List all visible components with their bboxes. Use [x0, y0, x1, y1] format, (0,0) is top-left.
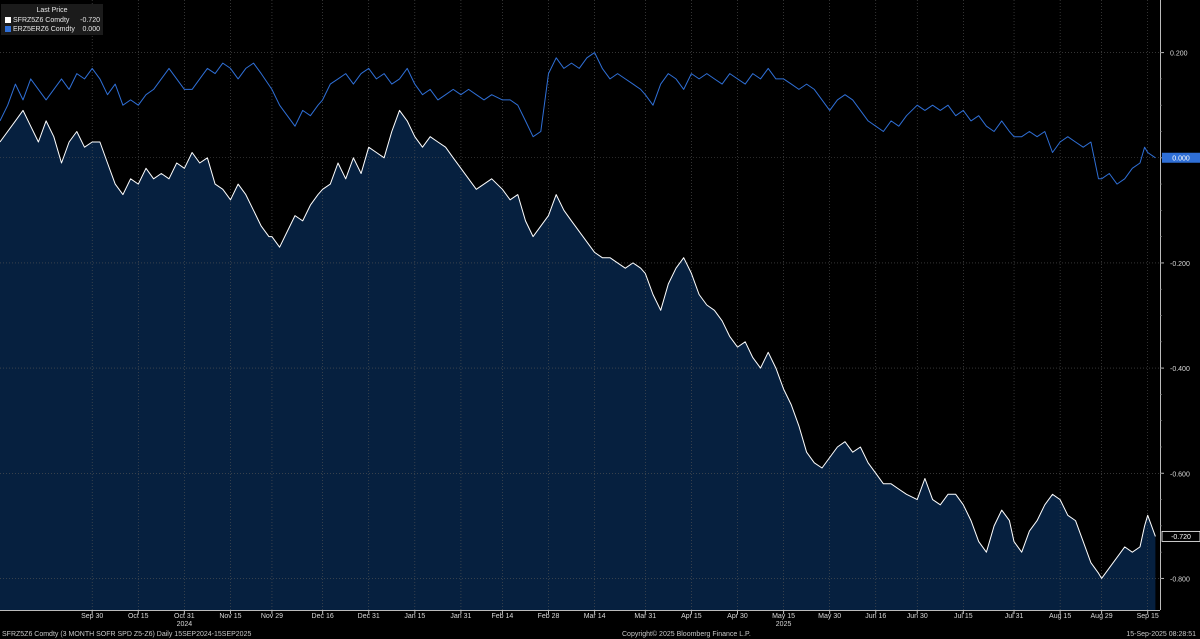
legend-swatch-er: [5, 26, 11, 32]
x-year-label-1: 2025: [776, 621, 792, 628]
x-tick-label-23: Sep 15: [1137, 613, 1159, 620]
x-tick-label-9: Feb 14: [492, 613, 514, 620]
x-tick-label-3: Nov 15: [219, 613, 241, 620]
x-tick-label-17: Jun 16: [865, 613, 886, 620]
x-tick-label-7: Jan 15: [404, 613, 425, 620]
legend-ticker-er: ERZ5ERZ6 Comdty: [13, 26, 75, 33]
series-line-sfr: [0, 109, 1156, 579]
x-tick-label-0: Sep 30: [81, 613, 103, 620]
y-tick-label-0: 0.200: [1170, 51, 1188, 58]
last-value-label-er: 0.000: [1172, 155, 1190, 162]
legend-swatch-sfr: [5, 17, 11, 23]
x-tick-label-20: Jul 31: [1005, 613, 1024, 620]
legend-item-er: ERZ5ERZ6 Comdty 0.000: [1, 25, 103, 34]
legend-header: Last Price: [36, 7, 68, 14]
x-tick-label-14: Apr 30: [727, 613, 748, 620]
legend: Last Price SFRZ5Z6 Comdty -0.720 ERZ5ERZ…: [1, 4, 103, 35]
legend-ticker-sfr: SFRZ5Z6 Comdty: [13, 17, 70, 24]
footer-timestamp: 15-Sep-2025 08:28:51: [1126, 631, 1196, 638]
x-tick-label-2: Oct 31: [174, 613, 195, 620]
x-tick-label-15: May 15: [772, 613, 795, 620]
x-tick-label-12: Mar 31: [634, 613, 656, 620]
footer-description: SFRZ5Z6 Comdty (3 MONTH SOFR SPD Z5-Z6) …: [2, 631, 252, 638]
x-tick-label-4: Nov 29: [261, 613, 283, 620]
x-tick-label-19: Jul 15: [954, 613, 973, 620]
last-value-label-sfr: -0.720: [1171, 534, 1191, 541]
x-tick-label-8: Jan 31: [450, 613, 471, 620]
x-tick-label-5: Dec 16: [312, 613, 334, 620]
series-area-sfr: [0, 110, 1156, 611]
footer: SFRZ5Z6 Comdty (3 MONTH SOFR SPD Z5-Z6) …: [0, 630, 1200, 639]
y-tick-label-2: -0.200: [1170, 261, 1190, 268]
y-tick-label-4: -0.600: [1170, 471, 1190, 478]
legend-item-sfr: SFRZ5Z6 Comdty -0.720: [1, 16, 103, 25]
x-tick-label-11: Mar 14: [584, 613, 606, 620]
x-tick-label-6: Dec 31: [358, 613, 380, 620]
y-tick-label-3: -0.400: [1170, 366, 1190, 373]
legend-value-er: 0.000: [82, 26, 100, 33]
x-tick-label-10: Feb 28: [538, 613, 560, 620]
x-tick-label-16: May 30: [818, 613, 841, 620]
x-year-label-0: 2024: [177, 621, 193, 628]
x-tick-label-18: Jun 30: [907, 613, 928, 620]
legend-value-sfr: -0.720: [80, 17, 100, 24]
x-tick-label-1: Oct 15: [128, 613, 149, 620]
footer-copyright: Copyright© 2025 Bloomberg Finance L.P.: [622, 631, 751, 638]
series-line-er: [0, 52, 1156, 185]
last-value-tag-sfr: [1161, 530, 1200, 542]
last-value-tag-er: [1162, 152, 1200, 163]
x-tick-label-21: Aug 15: [1049, 613, 1071, 620]
x-tick-label-13: Apr 15: [681, 613, 702, 620]
x-tick-label-22: Aug 29: [1091, 613, 1113, 620]
y-tick-label-5: -0.800: [1170, 576, 1190, 583]
